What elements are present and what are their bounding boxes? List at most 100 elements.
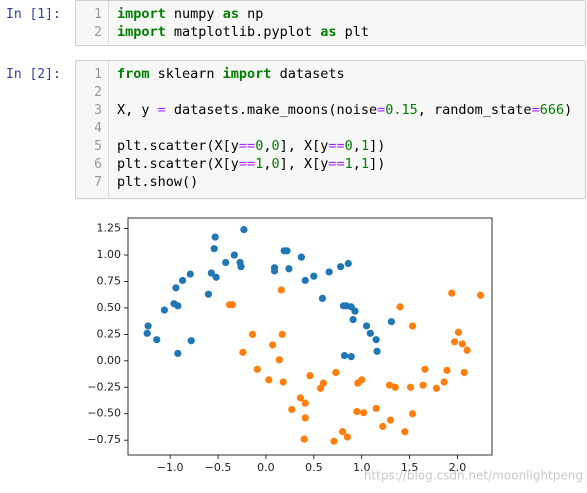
- scatter-point: [153, 336, 161, 344]
- scatter-point: [237, 263, 245, 271]
- scatter-point: [454, 328, 463, 336]
- scatter-point: [372, 336, 380, 344]
- line-number: 7: [94, 175, 102, 190]
- code-token: from: [117, 66, 150, 82]
- scatter-point: [319, 379, 328, 387]
- scatter-point: [253, 365, 261, 373]
- scatter-point: [174, 302, 182, 310]
- scatter-point: [325, 268, 333, 276]
- code-token: =: [377, 102, 386, 118]
- scatter-point: [460, 368, 468, 377]
- scatter-point: [360, 409, 368, 417]
- scatter-point: [297, 253, 305, 261]
- code-token: ,: [263, 156, 272, 172]
- y-tick-label: 0.25: [97, 327, 122, 340]
- line-number: 2: [94, 25, 102, 40]
- code-token: 0: [344, 138, 353, 154]
- scatter-point: [296, 394, 305, 402]
- code-token: plt.scatter(X[y: [117, 156, 239, 172]
- scatter-point: [337, 263, 345, 271]
- scatter-point: [275, 356, 283, 364]
- scatter-point: [366, 329, 374, 337]
- x-tick-label: −0.5: [205, 461, 232, 474]
- scatter-point: [458, 340, 466, 348]
- scatter-point: [316, 384, 325, 392]
- watermark: https://blog.csdn.net/moonlightpeng: [364, 469, 583, 483]
- code-token: 0: [271, 156, 280, 172]
- scatter-point: [210, 245, 218, 253]
- prompt: In [2]:: [6, 67, 61, 82]
- scatter-point: [476, 291, 485, 299]
- code-token: ==: [328, 138, 345, 154]
- scatter-point: [248, 330, 257, 338]
- code-token: plt.scatter(X[y: [117, 138, 239, 154]
- scatter-point: [343, 433, 351, 441]
- code-token: ,: [352, 156, 361, 172]
- scatter-point: [300, 435, 308, 443]
- scatter-point: [344, 259, 352, 268]
- scatter-point: [349, 315, 357, 324]
- code-token: ], X[y: [279, 156, 329, 172]
- scatter-point: [240, 226, 248, 234]
- code-token: =: [157, 102, 166, 118]
- scatter-point: [385, 381, 394, 389]
- scatter-point: [277, 286, 285, 294]
- scatter-point: [372, 404, 380, 413]
- code-token: as: [320, 24, 337, 40]
- scatter-point: [318, 294, 327, 303]
- code-token: 0: [255, 138, 264, 154]
- scatter-point: [396, 303, 404, 311]
- x-tick-label: 0.0: [257, 461, 275, 474]
- prompt: In [1]:: [6, 7, 61, 22]
- code-token: =: [531, 102, 540, 118]
- y-tick-label: 0.75: [97, 274, 122, 287]
- scatter-point: [283, 247, 291, 255]
- scatter-point: [340, 351, 349, 360]
- code-token: np: [238, 6, 264, 22]
- scatter-point: [306, 372, 314, 380]
- scatter-point: [222, 258, 230, 267]
- scatter-point: [172, 284, 180, 292]
- scatter-point: [278, 330, 286, 338]
- code-line: plt.scatter(X[y==0,0], X[y==0,1]): [117, 138, 385, 154]
- scatter-point: [301, 276, 309, 285]
- scatter-point: [332, 368, 340, 377]
- y-tick-label: 1.25: [97, 222, 122, 235]
- scatter-point: [301, 399, 309, 407]
- code-token: ,: [352, 138, 361, 154]
- code-cell: 1 2 import numpy as np import matplotlib.py…: [75, 0, 586, 46]
- code-token: X, y: [117, 102, 158, 118]
- scatter-point: [186, 270, 194, 278]
- scatter-point: [160, 306, 168, 314]
- code-token: import: [222, 66, 272, 82]
- scatter-point: [432, 384, 441, 392]
- code-line: plt.show(): [117, 174, 198, 190]
- code-token: ): [564, 102, 573, 118]
- scatter-point: [265, 376, 273, 384]
- scatter-point: [179, 276, 187, 285]
- x-tick-label: 0.5: [305, 461, 323, 474]
- y-tick-label: 0.50: [97, 301, 122, 314]
- scatter-point: [211, 233, 219, 241]
- scatter-point: [347, 353, 355, 361]
- x-tick-label: −1.0: [157, 461, 184, 474]
- scatter-point: [386, 416, 395, 424]
- code-line: import numpy as np: [117, 6, 263, 22]
- code-token: ==: [238, 138, 256, 154]
- scatter-point: [174, 349, 182, 358]
- scatter-point: [212, 273, 220, 281]
- line-number: 6: [94, 157, 102, 172]
- code-token: plt: [336, 24, 369, 40]
- scatter-point: [408, 322, 417, 330]
- code-line: X, y = datasets.make_moons(noise=0.15, r…: [117, 102, 572, 118]
- y-tick-label: 0.00: [97, 354, 122, 367]
- scatter-point: [144, 322, 152, 330]
- scatter-point: [204, 290, 213, 298]
- scatter-point: [285, 265, 293, 273]
- code-token: ,: [263, 138, 272, 154]
- scatter-point: [463, 346, 471, 354]
- scatter-point: [401, 428, 409, 436]
- scatter-point: [351, 307, 359, 315]
- line-number: 4: [94, 121, 102, 136]
